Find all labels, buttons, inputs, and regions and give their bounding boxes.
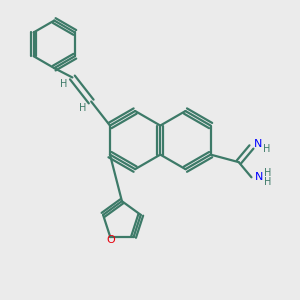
Text: H: H xyxy=(263,144,271,154)
Text: N: N xyxy=(254,172,263,182)
Text: O: O xyxy=(106,235,115,245)
Text: H: H xyxy=(79,103,86,113)
Text: H: H xyxy=(264,168,272,178)
Text: N: N xyxy=(254,139,262,149)
Text: H: H xyxy=(264,177,272,187)
Text: H: H xyxy=(60,79,68,89)
